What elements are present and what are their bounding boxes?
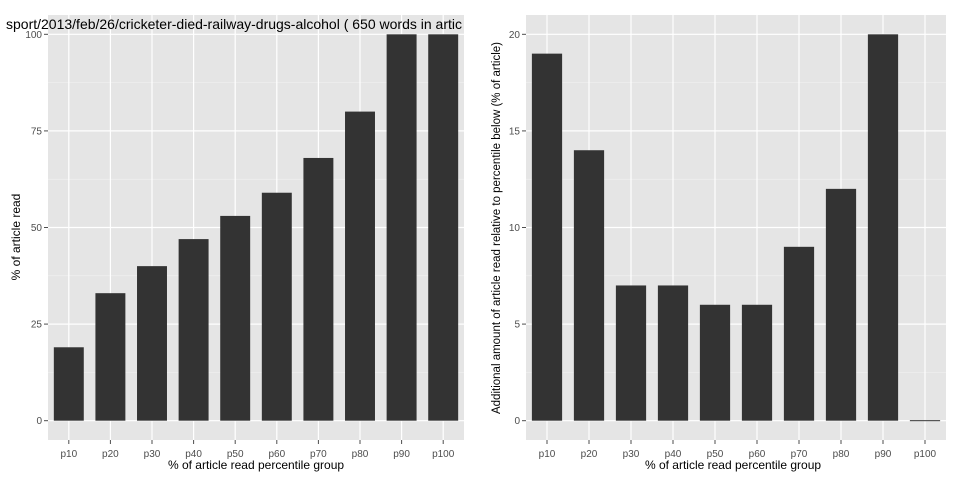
y-tick-label: 0 bbox=[36, 416, 42, 427]
x-tick-label: p20 bbox=[581, 449, 598, 460]
y-tick-label: 100 bbox=[25, 30, 42, 41]
bar-p20 bbox=[573, 150, 605, 421]
bar-p100 bbox=[428, 34, 459, 421]
y-tick-label: 5 bbox=[514, 320, 520, 331]
x-tick-label: p80 bbox=[833, 449, 850, 460]
y-tick-label: 20 bbox=[509, 30, 521, 41]
y-tick-label: 15 bbox=[509, 126, 521, 137]
x-tick-label: p90 bbox=[875, 449, 892, 460]
x-tick-label: p50 bbox=[707, 449, 724, 460]
y-tick-label: 10 bbox=[509, 223, 521, 234]
bar-p90 bbox=[386, 34, 417, 421]
x-tick-label: p70 bbox=[310, 449, 327, 460]
x-tick-label: p80 bbox=[352, 449, 369, 460]
x-tick-label: p10 bbox=[539, 449, 556, 460]
bar-p10 bbox=[53, 347, 84, 421]
x-tick-label: p10 bbox=[60, 449, 77, 460]
y-tick-labels: 0 5 10 15 20 bbox=[509, 30, 526, 427]
x-tick-label: p60 bbox=[749, 449, 766, 460]
y-tick-label: 25 bbox=[31, 320, 43, 331]
x-axis-title: % of article read percentile group bbox=[645, 458, 821, 472]
bar-p70 bbox=[783, 246, 815, 421]
bar-p100 bbox=[909, 420, 941, 422]
bar-p60 bbox=[261, 192, 292, 421]
x-tick-label: p90 bbox=[393, 449, 410, 460]
x-tick-label: p100 bbox=[914, 449, 937, 460]
x-tick-labels: p10 p20 p30 p40 p50 p60 p70 p80 p90 p100 bbox=[60, 440, 455, 460]
bar-p60 bbox=[741, 304, 773, 421]
bar-p50 bbox=[220, 215, 251, 421]
y-axis-title: % of article read bbox=[9, 194, 23, 281]
bar-p70 bbox=[303, 157, 334, 421]
bar-p40 bbox=[657, 285, 689, 421]
bars bbox=[53, 34, 459, 421]
x-tick-label: p20 bbox=[102, 449, 119, 460]
bar-p40 bbox=[178, 239, 209, 421]
bar-p20 bbox=[95, 293, 126, 421]
x-tick-label: p40 bbox=[185, 449, 202, 460]
y-tick-label: 50 bbox=[31, 223, 43, 234]
x-tick-label: p30 bbox=[623, 449, 640, 460]
y-tick-labels: 0 25 50 75 100 bbox=[25, 30, 48, 427]
x-tick-label: p40 bbox=[665, 449, 682, 460]
x-axis-title: % of article read percentile group bbox=[168, 458, 344, 472]
bar-p90 bbox=[867, 34, 899, 421]
x-tick-label: p70 bbox=[791, 449, 808, 460]
bar-p80 bbox=[345, 111, 375, 421]
y-axis-title: Additional amount of article read relati… bbox=[491, 42, 503, 414]
bar-p30 bbox=[615, 285, 647, 421]
bar-p10 bbox=[531, 53, 563, 421]
x-tick-label: p100 bbox=[432, 449, 455, 460]
y-tick-label: 0 bbox=[514, 416, 520, 427]
x-tick-labels: p10 p20 p30 p40 p50 p60 p70 p80 p90 p100 bbox=[539, 440, 937, 460]
bar-p30 bbox=[137, 266, 167, 421]
y-tick-label: 75 bbox=[31, 126, 43, 137]
x-tick-label: p50 bbox=[227, 449, 244, 460]
x-tick-label: p60 bbox=[268, 449, 285, 460]
chart-additional-read: 0 5 10 15 20 p10 p20 p30 p40 p50 p60 p70 p80 p90 p100… bbox=[491, 15, 946, 472]
chart-title: sport/2013/feb/26/cricketer-died-railway… bbox=[6, 16, 462, 32]
bar-p50 bbox=[699, 304, 731, 421]
bars bbox=[531, 34, 941, 422]
x-tick-label: p30 bbox=[144, 449, 161, 460]
bar-p80 bbox=[825, 188, 857, 421]
